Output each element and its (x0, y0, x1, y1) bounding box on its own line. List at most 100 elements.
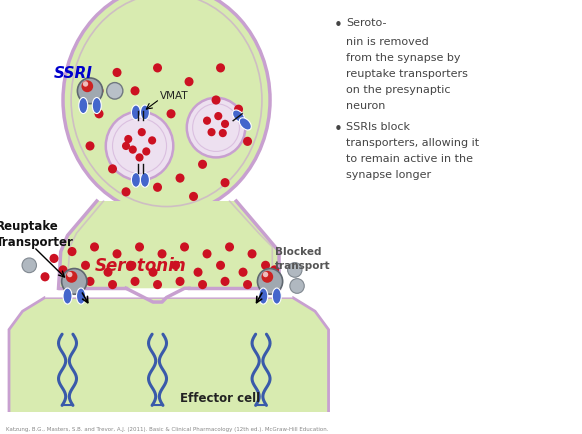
Circle shape (176, 174, 184, 183)
Ellipse shape (140, 106, 150, 121)
Text: neuron: neuron (346, 101, 386, 111)
Circle shape (243, 280, 252, 289)
Circle shape (153, 183, 162, 192)
Circle shape (136, 154, 144, 162)
Ellipse shape (93, 98, 101, 114)
Circle shape (81, 81, 93, 93)
Circle shape (189, 192, 198, 201)
Ellipse shape (272, 288, 281, 304)
Circle shape (112, 250, 122, 259)
Circle shape (187, 99, 245, 158)
Circle shape (86, 142, 94, 151)
Text: Serotonin: Serotonin (94, 256, 186, 274)
Circle shape (148, 137, 156, 145)
Circle shape (257, 269, 283, 295)
Circle shape (216, 261, 225, 270)
Circle shape (290, 279, 304, 294)
Circle shape (66, 271, 77, 283)
Circle shape (59, 266, 68, 275)
Text: VMAT: VMAT (160, 91, 189, 101)
Text: •: • (333, 18, 342, 33)
Ellipse shape (239, 118, 251, 131)
Polygon shape (45, 238, 293, 298)
Circle shape (221, 179, 229, 188)
Circle shape (288, 263, 302, 278)
Circle shape (208, 129, 215, 137)
Circle shape (166, 110, 176, 119)
Circle shape (153, 64, 162, 73)
Text: Blocked: Blocked (275, 246, 321, 256)
Text: to remain active in the: to remain active in the (346, 154, 473, 164)
Circle shape (180, 243, 189, 252)
Circle shape (107, 83, 123, 100)
Text: transporters, allowing it: transporters, allowing it (346, 138, 480, 148)
Text: on the presynaptic: on the presynaptic (346, 85, 451, 95)
Circle shape (171, 261, 180, 270)
Circle shape (86, 277, 94, 286)
Ellipse shape (132, 173, 140, 188)
Circle shape (124, 135, 132, 144)
Circle shape (138, 129, 146, 137)
Circle shape (184, 78, 194, 87)
Circle shape (22, 258, 37, 273)
Circle shape (77, 79, 102, 105)
Circle shape (243, 138, 252, 147)
Circle shape (203, 117, 211, 125)
Circle shape (216, 64, 225, 73)
Circle shape (176, 277, 184, 286)
Circle shape (148, 268, 158, 277)
Text: reuptake transporters: reuptake transporters (346, 69, 469, 79)
Circle shape (94, 87, 104, 96)
Circle shape (234, 105, 243, 115)
Text: synapse longer: synapse longer (346, 170, 431, 180)
Circle shape (122, 188, 130, 197)
Circle shape (211, 96, 221, 105)
Circle shape (153, 280, 162, 289)
Circle shape (219, 130, 227, 138)
Circle shape (68, 247, 76, 256)
Circle shape (67, 272, 73, 278)
Ellipse shape (76, 288, 86, 304)
Polygon shape (9, 298, 329, 412)
Ellipse shape (233, 111, 244, 123)
Circle shape (203, 250, 211, 259)
Circle shape (221, 277, 229, 286)
Circle shape (41, 273, 49, 282)
Circle shape (104, 268, 112, 277)
Text: transport: transport (275, 260, 330, 270)
Text: Reuptake: Reuptake (0, 219, 58, 232)
Text: Effector cell: Effector cell (180, 391, 260, 404)
Ellipse shape (63, 288, 72, 304)
Circle shape (198, 280, 207, 289)
Circle shape (270, 266, 279, 275)
Ellipse shape (259, 288, 268, 304)
Circle shape (263, 272, 268, 278)
Circle shape (225, 243, 234, 252)
Circle shape (130, 277, 140, 286)
Polygon shape (59, 201, 279, 289)
Circle shape (63, 279, 72, 289)
Text: Transporter: Transporter (0, 235, 73, 248)
Ellipse shape (132, 106, 140, 121)
Circle shape (142, 148, 150, 156)
Circle shape (221, 121, 229, 129)
Circle shape (90, 243, 99, 252)
Circle shape (198, 160, 207, 170)
Circle shape (247, 250, 257, 259)
Ellipse shape (79, 98, 88, 114)
Ellipse shape (63, 0, 270, 215)
Circle shape (122, 142, 130, 151)
Circle shape (106, 112, 173, 181)
Circle shape (94, 110, 104, 119)
Circle shape (126, 261, 135, 270)
Circle shape (194, 268, 203, 277)
Circle shape (108, 280, 117, 289)
Text: •: • (333, 122, 342, 136)
Circle shape (214, 113, 222, 121)
Circle shape (135, 243, 144, 252)
Text: Katzung, B.G., Masters, S.B. and Trevor, A.J. (2011). Basic & Clinical Pharmacol: Katzung, B.G., Masters, S.B. and Trevor,… (6, 426, 328, 431)
Circle shape (261, 261, 270, 270)
Circle shape (49, 254, 59, 263)
Circle shape (62, 269, 87, 295)
Circle shape (261, 271, 273, 283)
